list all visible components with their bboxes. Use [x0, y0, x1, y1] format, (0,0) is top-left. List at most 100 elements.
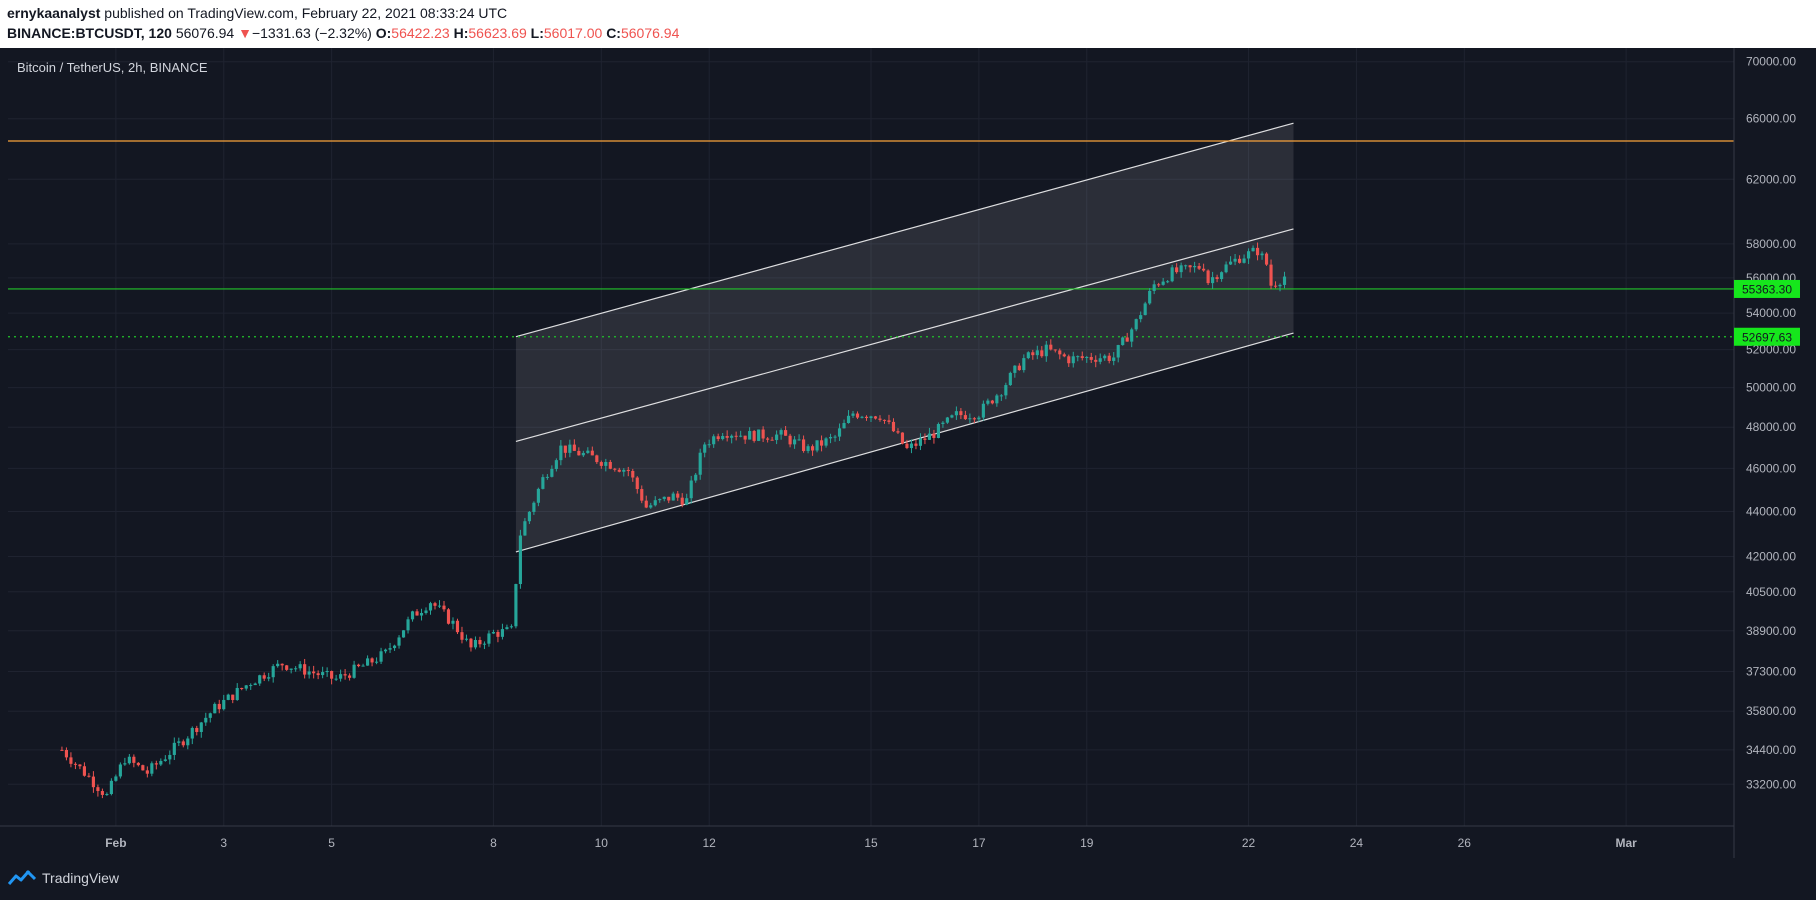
candle-body: [433, 603, 437, 606]
candle-body: [788, 435, 792, 445]
candle-body: [1255, 247, 1260, 256]
candle-body: [1125, 337, 1129, 342]
candle-body: [1026, 352, 1030, 359]
candle-body: [739, 435, 743, 437]
candle-body: [235, 687, 239, 701]
price-change: −1331.63 (−2.32%): [251, 25, 372, 41]
candle-body: [779, 430, 783, 435]
price-tick-label: 70000.00: [1746, 55, 1796, 69]
candle-body: [204, 717, 208, 723]
high-label: H:: [453, 25, 469, 41]
high-value: 56623.69: [468, 25, 527, 41]
price-tick-label: 54000.00: [1746, 306, 1796, 320]
channel-lower-line[interactable]: [515, 332, 1294, 553]
candle-body: [370, 658, 374, 663]
author-name[interactable]: ernykaanalyst: [7, 5, 101, 21]
candle-body: [518, 535, 522, 585]
candle-body: [1193, 266, 1197, 268]
candle-body: [545, 476, 549, 478]
published-text: published on TradingView.com, February 2…: [100, 5, 508, 21]
candle-body: [397, 637, 401, 646]
candle-body: [330, 671, 334, 679]
candle-body: [896, 431, 900, 433]
candle-body: [869, 416, 873, 419]
candle-body: [1107, 355, 1111, 361]
price-tick-label: 33200.00: [1746, 777, 1796, 791]
candle-body: [694, 474, 698, 481]
candle-body: [968, 418, 972, 420]
price-tick-label: 35800.00: [1746, 704, 1796, 718]
candle-body: [1067, 356, 1071, 364]
candle-body: [1184, 265, 1188, 267]
candle-body: [460, 632, 464, 640]
candle-body: [1242, 258, 1246, 263]
candle-body: [303, 664, 307, 675]
candle-body: [343, 674, 347, 676]
candle-body: [442, 605, 446, 610]
candle-body: [1229, 261, 1233, 265]
candle-body: [181, 741, 185, 746]
candle-body: [595, 455, 599, 463]
candle-body: [617, 469, 621, 472]
candle-body: [231, 694, 235, 701]
candle-body: [1260, 253, 1264, 256]
symbol-label: BINANCE:BTCUSDT, 120: [7, 25, 172, 41]
candle-body: [536, 488, 540, 503]
candle-body: [923, 438, 927, 440]
candle-body: [100, 791, 104, 795]
candle-body: [554, 460, 558, 469]
candle-body: [1143, 303, 1147, 316]
candle-body: [415, 611, 419, 616]
candle-body: [761, 429, 765, 439]
candle-body: [163, 759, 167, 761]
candle-body: [298, 664, 302, 669]
candle-body: [734, 435, 738, 437]
candle-body: [1008, 372, 1012, 386]
candle-body: [357, 664, 361, 667]
candle-body: [608, 461, 612, 469]
candle-body: [226, 694, 230, 700]
candle-body: [294, 668, 298, 670]
candle-body: [590, 450, 594, 456]
time-axis[interactable]: Feb 3 5 8 10 12 15 17 19 22 24 26 Mar: [105, 836, 1637, 850]
candle-body: [87, 775, 91, 777]
time-tick-label: 24: [1350, 836, 1364, 850]
candle-body: [806, 446, 810, 452]
candle-body: [748, 431, 752, 440]
candle-body: [1013, 365, 1017, 373]
time-tick-label: Mar: [1615, 836, 1637, 850]
time-tick-label: 5: [328, 836, 335, 850]
candle-body: [473, 639, 478, 648]
candle-body: [334, 678, 338, 680]
candle-body: [348, 675, 352, 678]
candle-body: [1049, 344, 1053, 350]
price-chart[interactable]: 70000.0066000.0062000.0058000.0056000.00…: [0, 48, 1816, 858]
candle-body: [464, 638, 469, 640]
candle-body: [482, 643, 487, 645]
price-axis[interactable]: 70000.0066000.0062000.0058000.0056000.00…: [1746, 55, 1796, 792]
candle-body: [775, 434, 779, 441]
candle-body: [1035, 350, 1039, 356]
close-value: 56076.94: [620, 25, 680, 41]
candle-body: [1202, 268, 1206, 271]
tradingview-logo[interactable]: TradingView: [8, 870, 119, 886]
candle-body: [352, 664, 356, 678]
candle-body: [1246, 251, 1251, 259]
time-tick-label: 17: [972, 836, 986, 850]
candle-body: [195, 727, 199, 732]
candle-body: [626, 469, 630, 471]
candle-body: [635, 477, 639, 490]
candle-body: [658, 498, 662, 501]
time-tick-label: 19: [1080, 836, 1094, 850]
candle-body: [514, 584, 518, 627]
candle-body: [374, 661, 379, 663]
candle-body: [285, 665, 289, 670]
candle-body: [1157, 284, 1161, 286]
channel-middle-line[interactable]: [515, 228, 1294, 442]
price-labels: 55363.30 52697.63: [1734, 279, 1800, 346]
channel-upper-line[interactable]: [515, 122, 1294, 338]
horizontal-lines[interactable]: [8, 140, 1734, 338]
price-tick-label: 34400.00: [1746, 743, 1796, 757]
candle-body: [550, 468, 554, 477]
candle-body: [1040, 350, 1044, 357]
